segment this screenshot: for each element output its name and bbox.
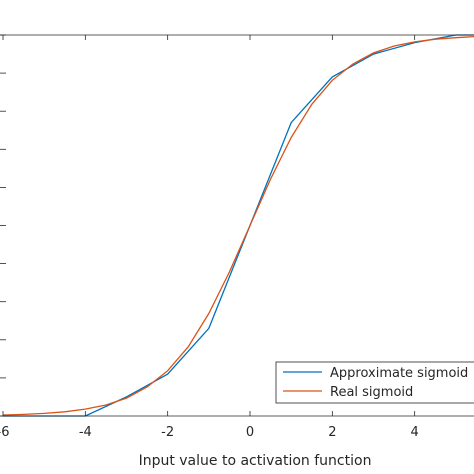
series-line-real-sigmoid xyxy=(2,35,474,416)
plot-area xyxy=(0,35,474,416)
legend-box xyxy=(275,361,474,404)
x-tick-label: -2 xyxy=(161,425,174,440)
x-tick-label: 2 xyxy=(328,425,336,440)
x-tick-label: -4 xyxy=(79,425,92,440)
axes-layer xyxy=(0,34,474,417)
x-tick-label: 4 xyxy=(411,425,419,440)
ticks-layer: -6-4-20246 xyxy=(0,34,419,440)
x-tick-label: 0 xyxy=(246,425,254,440)
x-tick-label: -6 xyxy=(0,425,9,440)
series-layer xyxy=(2,34,474,417)
legend-entry-real-sigmoid: Real sigmoid xyxy=(330,385,413,400)
legend: Approximate sigmoid Real sigmoid xyxy=(275,361,474,404)
legend-entry-approximate-sigmoid: Approximate sigmoid xyxy=(330,366,468,381)
x-axis-label: Input value to activation function xyxy=(139,453,372,469)
